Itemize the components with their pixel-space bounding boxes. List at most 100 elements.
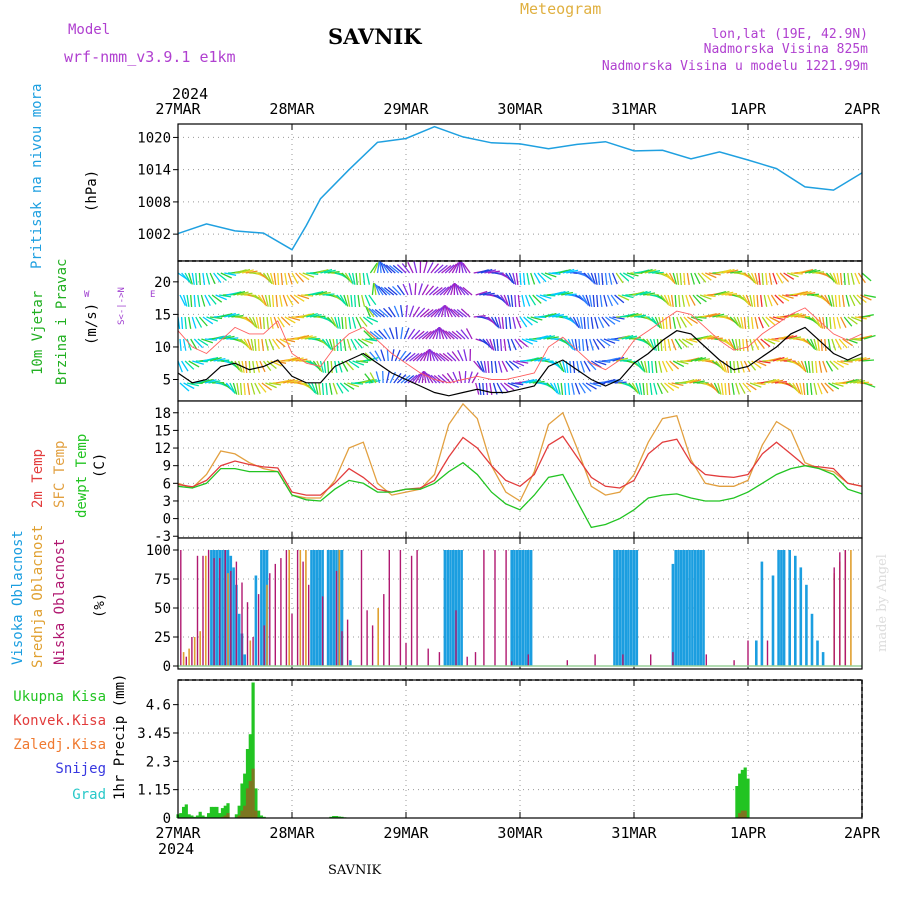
- wind-arrow: [569, 316, 579, 327]
- wind-arrow: [743, 316, 747, 329]
- clouds-ylabel: Visoka Oblacnost Srednja Oblacnost Niska…: [10, 525, 108, 668]
- wind-arrow: [530, 272, 536, 285]
- wind-arrow: [829, 272, 837, 284]
- ukupna-precip-bar: [195, 815, 200, 818]
- wind-arrow: [238, 268, 251, 274]
- wind-arrow: [344, 360, 354, 371]
- wind-arrow: [309, 313, 322, 318]
- visoka-cloud-bar: [632, 550, 636, 666]
- wind-arrow: [393, 305, 400, 318]
- ukupna-precip-bar: [332, 816, 336, 818]
- wind-arrow: [355, 272, 358, 285]
- wind-arrow: [350, 294, 353, 307]
- wind-arrow: [467, 371, 473, 384]
- wind-arrow: [234, 269, 247, 274]
- wind-arrow: [730, 270, 743, 274]
- wind-arrow: [381, 262, 389, 274]
- wind-arrow: [840, 360, 853, 363]
- ukupna-precip-bar: [198, 811, 202, 818]
- wind-arrow: [635, 290, 648, 296]
- wind-arrow: [423, 261, 428, 274]
- wind-arrow: [567, 382, 571, 395]
- wind-arrow: [430, 374, 441, 384]
- wind-arrow: [678, 294, 681, 308]
- y-tick-label: 15: [154, 307, 171, 323]
- wind-arrow: [479, 291, 492, 296]
- wind-arrow: [750, 272, 757, 285]
- wind-arrow: [701, 272, 712, 281]
- wind-arrow: [480, 268, 493, 274]
- wind-arrow: [201, 338, 214, 344]
- wind-arrow: [421, 371, 425, 384]
- visoka-cloud-bar: [616, 550, 619, 666]
- wind-arrow: [851, 356, 863, 362]
- wind-arrow: [790, 313, 803, 318]
- y-tick-label: 50: [154, 601, 171, 617]
- model-elevation-label: Nadmorska Visina u modelu 1221.99m: [602, 59, 868, 74]
- visoka-cloud-bar: [627, 550, 630, 666]
- wind-arrow: [350, 338, 358, 350]
- niska-cloud-bar: [285, 550, 288, 666]
- wind-arrow: [413, 261, 418, 274]
- wind-arrow: [496, 338, 499, 352]
- wind-arrow: [825, 316, 828, 330]
- wind-arrow: [204, 338, 217, 341]
- wind-arrow: [583, 316, 586, 330]
- wind-arrow: [348, 316, 352, 329]
- wind-arrow: [503, 338, 507, 351]
- wind-arrow: [615, 272, 624, 284]
- wind-arrow: [553, 382, 560, 395]
- wind-arrow: [362, 316, 374, 326]
- wind-arrow: [820, 338, 823, 352]
- wind-arrow: [651, 316, 660, 328]
- wind-arrow: [801, 268, 814, 274]
- konvek-precip-bar: [738, 813, 742, 818]
- wind-arrow: [683, 316, 693, 327]
- ukupna-precip-bar: [218, 813, 222, 818]
- wind-arrow: [315, 290, 328, 296]
- wind-arrow: [482, 292, 495, 296]
- wind-arrow: [594, 272, 598, 285]
- wind-arrow: [725, 292, 738, 296]
- wind-arrow: [497, 316, 502, 329]
- wind-arrow: [184, 272, 192, 284]
- wind-arrow: [515, 272, 519, 285]
- wind-arrow: [596, 294, 599, 308]
- wind-arrow: [478, 382, 482, 395]
- wind-arrow: [248, 316, 257, 328]
- wind-arrow: [441, 264, 452, 274]
- ukupna-precip-bar: [243, 773, 247, 818]
- wind-arrow: [827, 294, 833, 307]
- srednja-cloud-bar: [305, 550, 307, 666]
- wind-arrow: [811, 316, 821, 327]
- wind-arrow: [444, 264, 455, 274]
- wind-arrow: [795, 382, 802, 395]
- wind-arrow: [302, 312, 315, 318]
- wind-arrow: [195, 272, 198, 286]
- wind-arrow: [736, 360, 740, 373]
- wind-arrow: [581, 338, 585, 352]
- wind-arrow: [321, 382, 325, 396]
- wind-arrow: [834, 338, 842, 350]
- visoka-cloud-bar: [454, 550, 458, 666]
- wind-arrow: [184, 360, 195, 370]
- wind-arrow: [824, 338, 827, 352]
- wind-arrow: [530, 356, 543, 362]
- wind-arrow: [683, 272, 686, 286]
- niska-cloud-bar: [622, 654, 624, 666]
- wind-arrow: [754, 360, 767, 367]
- wind-arrow: [845, 294, 850, 307]
- wind-arrow: [745, 338, 749, 351]
- pressure-line: [177, 125, 863, 251]
- ukupna-precip-bar: [234, 814, 238, 818]
- wind-arrow: [765, 272, 768, 285]
- wind-arrow: [280, 272, 284, 286]
- wind-arrow: [849, 338, 862, 342]
- wind-arrow: [377, 285, 388, 296]
- wind-panel: 5 10 15 20: [154, 260, 876, 402]
- wind-arrow: [301, 294, 314, 297]
- wind-arrow: [359, 316, 368, 327]
- visoka-cloud-bar: [618, 550, 622, 666]
- wind-arrow: [640, 268, 653, 274]
- wind-arrow: [250, 382, 256, 395]
